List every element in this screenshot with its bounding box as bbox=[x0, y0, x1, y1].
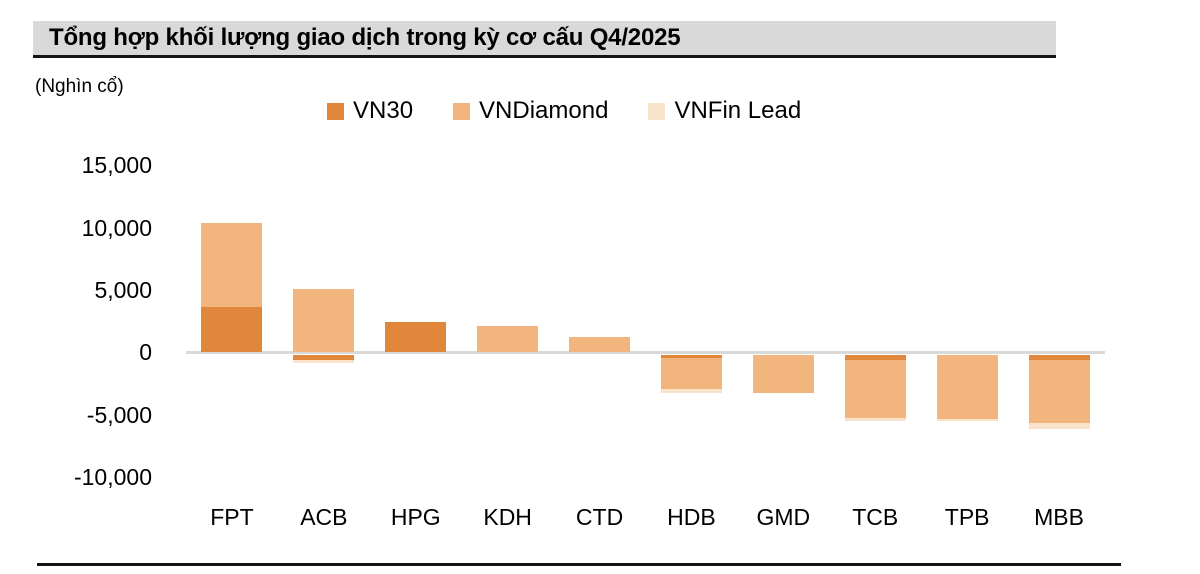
x-tick-label-hpg: HPG bbox=[390, 504, 441, 530]
x-tick-label-tpb: TPB bbox=[944, 504, 990, 530]
bar-segment-ctd-vndiamond bbox=[569, 336, 631, 353]
y-axis-unit-label: (Nghìn cổ) bbox=[35, 76, 124, 97]
y-tick-label: -5,000 bbox=[86, 401, 152, 428]
legend-label: VNDiamond bbox=[479, 97, 609, 124]
bar-segment-mbb-vndiamond bbox=[1028, 360, 1090, 423]
bar-segment-acb-vn30 bbox=[293, 355, 355, 361]
legend-item-vndiamond: VNDiamond bbox=[453, 97, 608, 125]
bar-segment-hdb-vnfin-lead bbox=[660, 388, 722, 393]
bar-segment-hdb-vndiamond bbox=[660, 357, 722, 389]
bar-segment-hdb-vn30 bbox=[660, 355, 722, 358]
bar-segment-fpt-vndiamond bbox=[201, 222, 263, 308]
chart-title: Tổng hợp khối lượng giao dịch trong kỳ c… bbox=[49, 24, 681, 51]
legend-swatch-icon bbox=[648, 102, 666, 120]
legend-item-vnfin-lead: VNFin Lead bbox=[648, 97, 801, 125]
bar-segment-hpg-vn30 bbox=[385, 322, 447, 353]
legend: VN30 VNDiamond VNFin Lead bbox=[327, 97, 801, 125]
bar-segment-kdh-vndiamond bbox=[477, 326, 539, 353]
legend-swatch-icon bbox=[327, 102, 344, 120]
bar-segment-mbb-vnfin-lead bbox=[1028, 422, 1090, 429]
bar-segment-tcb-vndiamond bbox=[844, 359, 906, 419]
x-tick-label-acb: ACB bbox=[300, 504, 348, 530]
y-tick-label: 5,000 bbox=[94, 277, 152, 303]
legend-swatch-icon bbox=[453, 102, 471, 120]
bar-segment-tcb-vnfin-lead bbox=[844, 418, 906, 421]
y-tick-label: -10,000 bbox=[73, 463, 152, 490]
legend-label: VNFin Lead bbox=[674, 97, 802, 124]
x-tick-label-hdb: HDB bbox=[667, 504, 716, 530]
bottom-divider-line bbox=[37, 563, 1121, 566]
x-tick-label-tcb: TCB bbox=[852, 504, 899, 530]
y-tick-label: 10,000 bbox=[81, 214, 152, 241]
legend-item-vn30: VN30 bbox=[327, 97, 413, 125]
bar-segment-tcb-vn30 bbox=[844, 355, 906, 360]
x-tick-label-ctd: CTD bbox=[575, 504, 624, 530]
legend-label: VN30 bbox=[353, 97, 414, 124]
bar-segment-acb-vndiamond bbox=[293, 288, 355, 353]
y-tick-label: 0 bbox=[139, 339, 152, 366]
x-tick-label-gmd: GMD bbox=[756, 504, 811, 530]
x-tick-label-kdh: KDH bbox=[483, 504, 532, 530]
bar-segment-acb-vnfin-lead bbox=[293, 360, 355, 364]
bar-segment-mbb-vn30 bbox=[1028, 355, 1090, 361]
zero-axis-line bbox=[186, 351, 1105, 354]
bar-segment-fpt-vn30 bbox=[201, 307, 263, 353]
bar-segment-tpb-vnfin-lead bbox=[936, 418, 998, 421]
y-tick-label: 15,000 bbox=[81, 152, 152, 179]
chart-title-bar: Tổng hợp khối lượng giao dịch trong kỳ c… bbox=[33, 21, 1056, 58]
x-tick-label-mbb: MBB bbox=[1034, 504, 1084, 530]
bar-segment-gmd-vndiamond bbox=[752, 355, 814, 393]
x-tick-label-fpt: FPT bbox=[210, 504, 254, 530]
bar-segment-tpb-vndiamond bbox=[936, 355, 998, 419]
